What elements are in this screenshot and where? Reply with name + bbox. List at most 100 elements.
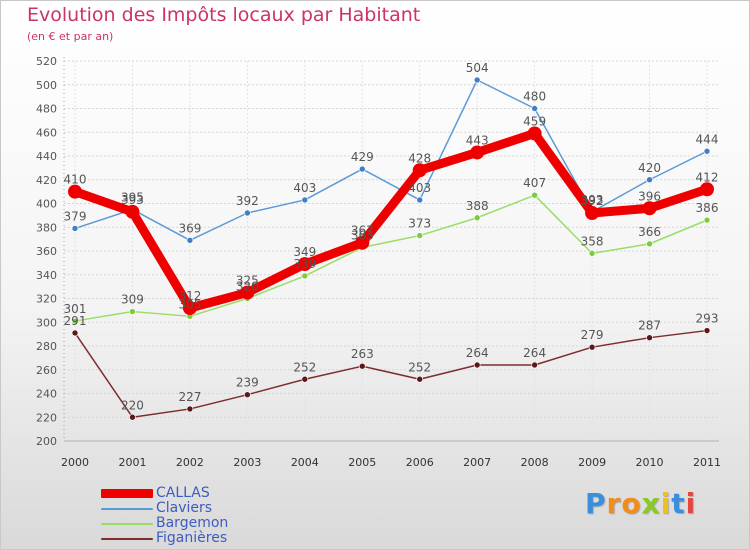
legend-label: Figanières bbox=[156, 530, 228, 546]
data-point-bargemon bbox=[703, 216, 711, 224]
data-point-claviers bbox=[358, 165, 366, 173]
y-tick-label: 300 bbox=[36, 316, 57, 329]
y-tick-label: 240 bbox=[36, 388, 57, 401]
data-label-figanieres: 263 bbox=[351, 347, 374, 361]
data-label-bargemon: 363 bbox=[351, 228, 374, 242]
data-point-bargemon bbox=[71, 317, 79, 325]
data-label-bargemon: 366 bbox=[638, 225, 661, 239]
logo-letter: P bbox=[585, 487, 607, 520]
series-line-claviers bbox=[74, 79, 708, 242]
data-point-callas bbox=[125, 204, 140, 219]
data-point-callas bbox=[240, 285, 255, 300]
y-tick-label: 400 bbox=[36, 198, 57, 211]
data-label-callas: 367 bbox=[351, 224, 374, 238]
y-tick-label: 200 bbox=[36, 435, 57, 448]
data-point-callas bbox=[642, 201, 657, 216]
y-tick-label: 420 bbox=[36, 174, 57, 187]
y-tick-label: 440 bbox=[36, 150, 57, 163]
data-label-callas: 349 bbox=[293, 245, 316, 259]
x-tick-label: 2004 bbox=[291, 456, 319, 469]
data-point-claviers bbox=[186, 237, 194, 244]
data-point-claviers bbox=[646, 176, 653, 184]
data-point-callas bbox=[585, 206, 600, 220]
data-label-callas: 392 bbox=[581, 194, 604, 208]
data-label-figanieres: 227 bbox=[178, 390, 201, 404]
legend-label: CALLAS bbox=[156, 485, 210, 501]
data-label-claviers: 403 bbox=[293, 181, 316, 195]
x-tick-label: 2010 bbox=[636, 456, 664, 469]
legend-item-figanieres: Figanières bbox=[101, 531, 301, 546]
data-label-callas: 312 bbox=[178, 289, 201, 303]
data-point-claviers bbox=[244, 209, 251, 217]
data-point-figanieres bbox=[416, 375, 424, 383]
data-point-callas bbox=[700, 182, 714, 197]
x-tick-label: 2007 bbox=[463, 456, 491, 469]
logo-letter: i bbox=[685, 487, 697, 520]
legend-label: Bargemon bbox=[156, 515, 229, 531]
data-point-figanieres bbox=[646, 334, 653, 341]
x-tick-label: 2001 bbox=[118, 456, 146, 469]
data-label-claviers: 393 bbox=[581, 193, 604, 207]
data-label-figanieres: 252 bbox=[293, 360, 316, 374]
data-label-figanieres: 220 bbox=[121, 398, 144, 412]
data-label-callas: 325 bbox=[236, 274, 259, 288]
series-callas bbox=[68, 126, 714, 315]
y-tick-label: 380 bbox=[36, 221, 57, 234]
data-labels: 379 395 369 392 403 429 403 504 480 393 420 444 301 3… bbox=[64, 61, 719, 412]
data-label-claviers: 504 bbox=[466, 61, 489, 75]
grid-lines bbox=[64, 60, 719, 442]
series-line-callas bbox=[70, 128, 712, 313]
data-label-bargemon: 309 bbox=[121, 293, 144, 307]
data-point-figanieres bbox=[71, 329, 79, 337]
y-tick-label: 220 bbox=[36, 411, 57, 424]
data-label-claviers: 395 bbox=[121, 190, 144, 204]
data-point-claviers bbox=[71, 225, 79, 232]
data-label-figanieres: 279 bbox=[581, 328, 604, 342]
data-label-callas: 412 bbox=[696, 170, 719, 184]
data-point-claviers bbox=[301, 196, 309, 204]
data-label-figanieres: 264 bbox=[466, 346, 489, 360]
data-label-bargemon: 301 bbox=[64, 302, 87, 316]
data-label-figanieres: 287 bbox=[638, 319, 661, 333]
y-tick-label: 340 bbox=[36, 269, 57, 282]
logo-letter: i bbox=[660, 487, 672, 520]
proxiti-logo: Proxiti bbox=[585, 487, 696, 520]
data-point-figanieres bbox=[129, 413, 136, 421]
data-point-claviers bbox=[473, 76, 481, 84]
data-point-bargemon bbox=[588, 250, 596, 257]
data-label-claviers: 392 bbox=[236, 194, 259, 208]
legend-item-callas: CALLAS bbox=[101, 486, 301, 501]
logo-letter: x bbox=[641, 487, 661, 520]
data-label-claviers: 379 bbox=[64, 209, 87, 223]
data-label-bargemon: 388 bbox=[466, 199, 489, 213]
data-label-figanieres: 264 bbox=[523, 346, 546, 360]
data-point-callas bbox=[182, 301, 197, 315]
x-tick-label: 2000 bbox=[61, 456, 89, 469]
y-tick-label: 320 bbox=[36, 293, 57, 306]
y-tick-label: 480 bbox=[36, 103, 57, 116]
data-point-bargemon bbox=[416, 232, 424, 239]
series-line-figanieres bbox=[74, 329, 708, 418]
logo-letter: t bbox=[671, 487, 686, 520]
data-point-callas bbox=[527, 126, 542, 141]
data-label-bargemon: 373 bbox=[408, 217, 431, 231]
series-line-bargemon bbox=[74, 194, 708, 322]
data-point-callas bbox=[412, 163, 427, 178]
data-label-figanieres: 291 bbox=[64, 314, 87, 328]
data-point-figanieres bbox=[301, 375, 309, 383]
y-tick-label: 260 bbox=[36, 364, 57, 377]
legend-swatch bbox=[101, 522, 153, 525]
data-label-claviers: 429 bbox=[351, 150, 374, 164]
y-tick-label: 280 bbox=[36, 340, 57, 353]
data-point-callas bbox=[297, 257, 312, 272]
data-point-figanieres bbox=[703, 327, 711, 334]
data-point-figanieres bbox=[244, 391, 251, 398]
legend-item-bargemon: Bargemon bbox=[101, 516, 301, 531]
data-label-callas: 410 bbox=[64, 173, 87, 187]
data-point-bargemon bbox=[473, 214, 481, 222]
data-point-bargemon bbox=[129, 308, 136, 315]
logo-letter: o bbox=[621, 487, 642, 520]
x-tick-label: 2006 bbox=[406, 456, 434, 469]
